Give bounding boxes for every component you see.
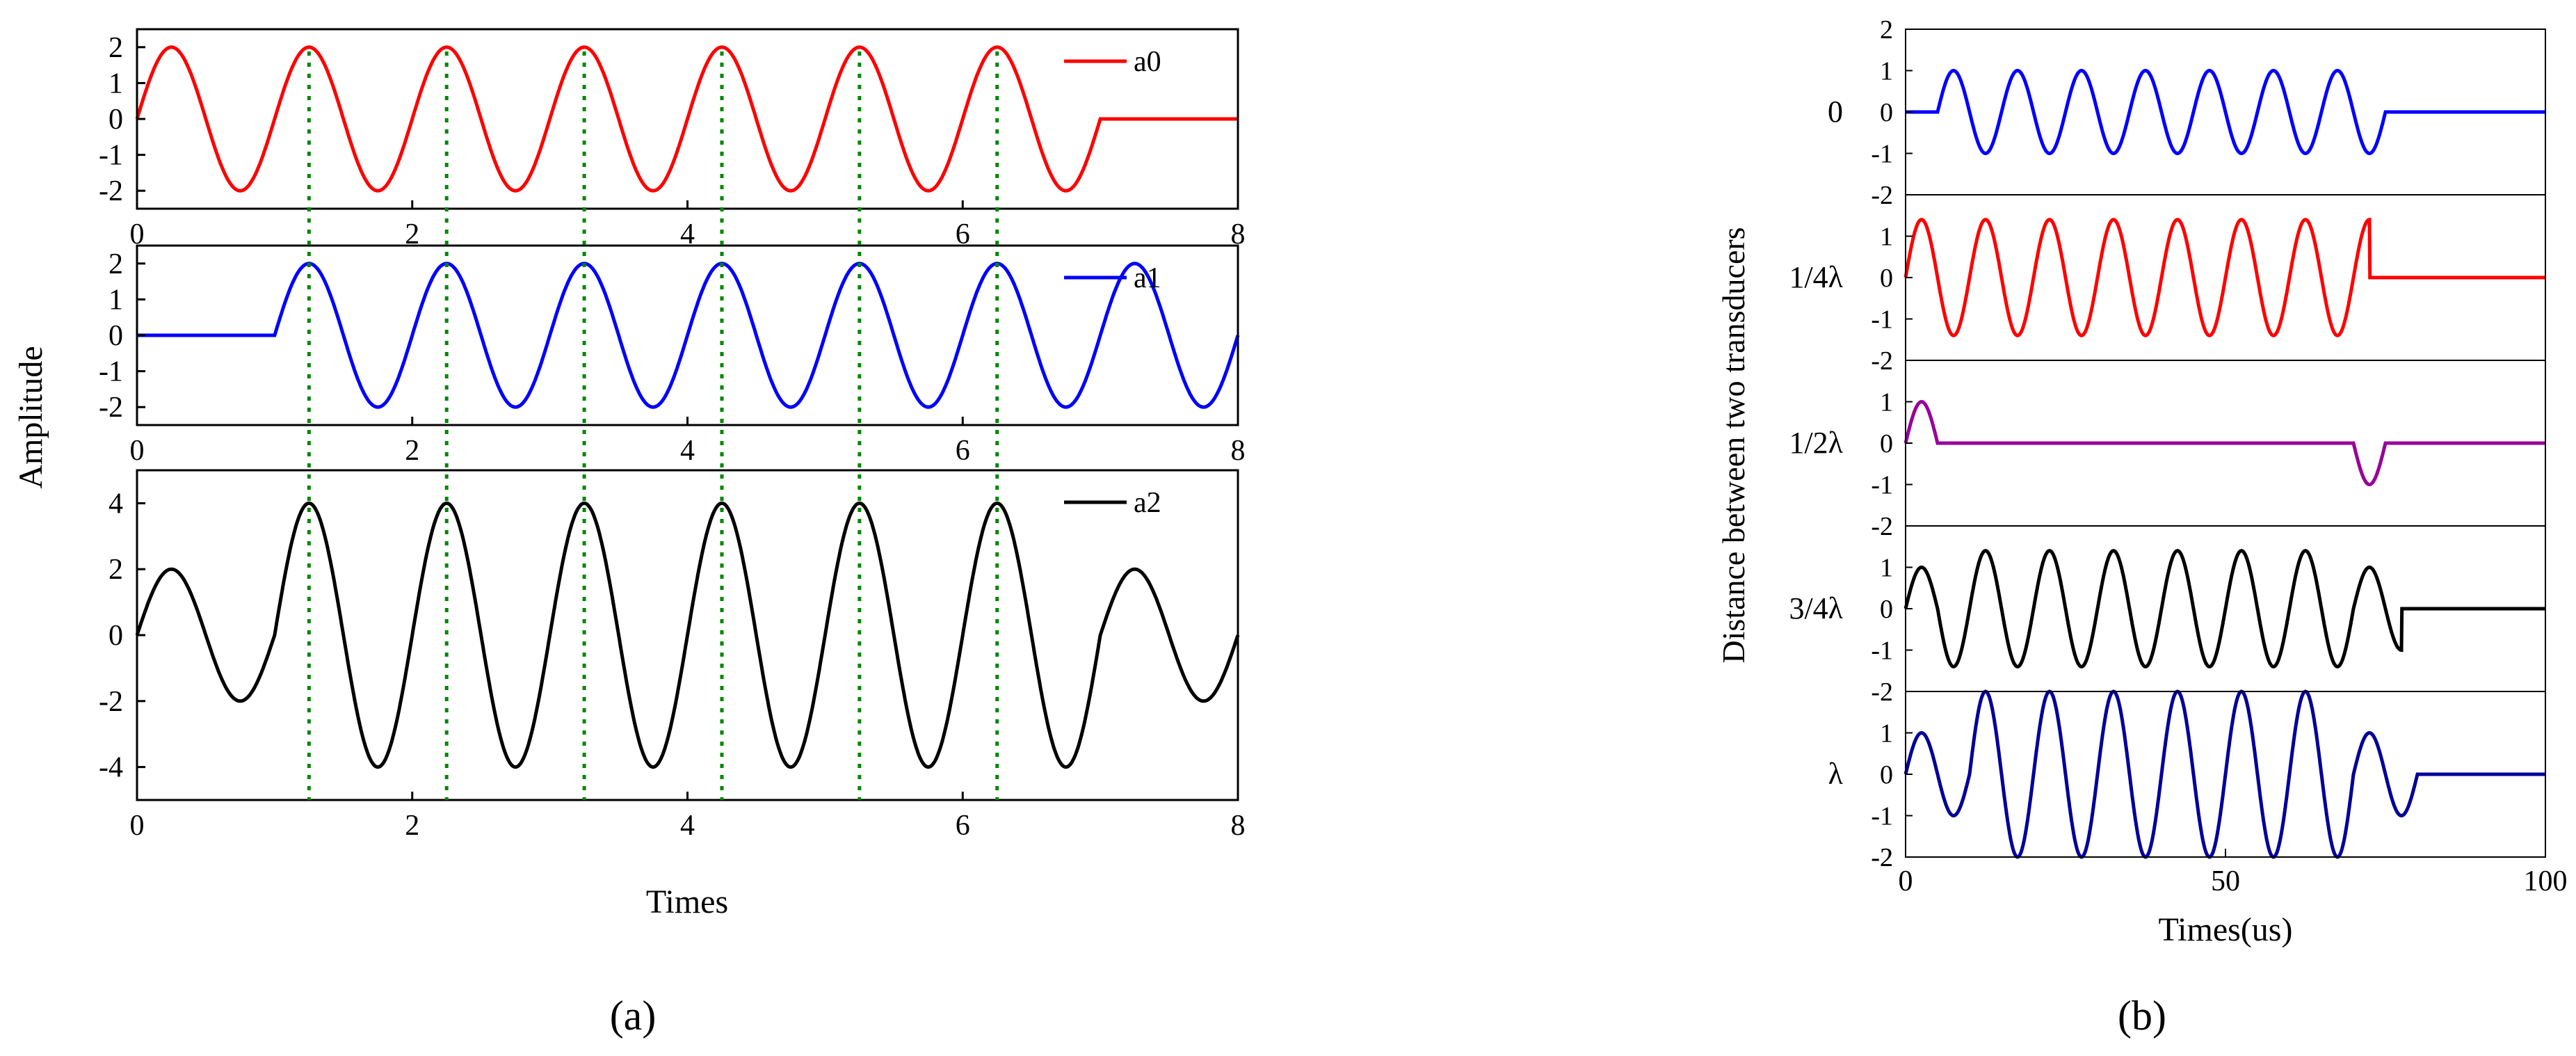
series-line-1 [1903, 217, 2545, 337]
series-line-3 [1903, 549, 2545, 669]
y-tick-label: -2 [99, 175, 123, 207]
series-line-a1 [137, 262, 1240, 409]
x-tick-label: 0 [130, 218, 145, 250]
panel-label: 0 [1828, 95, 1843, 129]
x-tick-label: 0 [130, 810, 145, 842]
y-tick-label: -2 [99, 686, 123, 718]
panel-b3: 1 0 -1 -2 3/4λ [1789, 525, 2546, 707]
y-tick-label: 1 [1880, 57, 1893, 86]
y-tick-label: -2 [1871, 843, 1893, 872]
legend-label: a2 [1134, 487, 1161, 519]
x-tick-label: 0 [1899, 865, 1913, 897]
x-tick-label: 8 [1231, 810, 1246, 842]
y-tick-label: 0 [1880, 98, 1893, 127]
panel-b4: -210-1-2λ [1828, 689, 2546, 872]
y-tick-label: 2 [108, 32, 123, 64]
y-tick-label: 4 [108, 488, 123, 520]
y-tick-label: -2 [1871, 678, 1893, 707]
legend-label: a0 [1134, 46, 1161, 78]
y-tick-label: -1 [1871, 637, 1893, 666]
panel-a2: 0 2 4 6 8 4 2 0 -2 -4 a2 [99, 469, 1246, 842]
y-tick-label: -1 [1871, 802, 1893, 831]
x-tick-label: 8 [1231, 218, 1246, 250]
x-tick-label: 4 [680, 435, 695, 467]
series-line-0 [1906, 68, 2545, 156]
y-tick-label: 0 [1880, 595, 1893, 624]
caption-b: (b) [2118, 993, 2166, 1039]
y-tick-label: -1 [1871, 471, 1893, 500]
x-tick-label: 6 [956, 218, 970, 250]
y-tick-label: -2 [1871, 512, 1893, 541]
x-tick-label: 2 [405, 218, 419, 250]
y-tick-label: -2 [1871, 346, 1893, 376]
panel-b0: 2 1 0 -1 -2 0 [1828, 15, 2546, 210]
x-tick-label: 4 [680, 218, 695, 250]
y-tick-label: 2 [108, 554, 123, 586]
y-tick-label: 0 [108, 320, 123, 352]
y-tick-label: -2 [1871, 181, 1893, 210]
panel-b1: 1 0 -1 -2 1/4λ [1789, 194, 2546, 376]
panel-label: 1/2λ [1789, 426, 1843, 460]
y-tick-label: 0 [1880, 429, 1893, 458]
x-tick-label: 6 [956, 810, 970, 842]
y-axis-label: Distance between two transducers [1716, 227, 1751, 663]
x-tick-label: 2 [405, 435, 419, 467]
y-axis-label: Amplitude [13, 346, 49, 488]
caption-a: (a) [610, 993, 657, 1039]
y-tick-label: -1 [1871, 140, 1893, 169]
y-tick-label: 2 [108, 248, 123, 280]
y-tick-label: -2 [1871, 843, 1893, 872]
y-tick-label: 1 [1880, 719, 1893, 749]
x-axis-label: Times [646, 883, 728, 920]
y-tick-label: -1 [99, 356, 123, 388]
series-line-2 [1903, 399, 2545, 487]
x-tick-label: 50 [2211, 865, 2240, 897]
y-tick-label: -1 [99, 140, 123, 172]
x-tick-label: 4 [680, 810, 695, 842]
y-tick-label: -1 [1871, 305, 1893, 335]
y-tick-label: 1 [1880, 223, 1893, 252]
x-tick-label: 2 [405, 810, 419, 842]
y-tick-label: 0 [108, 104, 123, 136]
panel-label: 3/4λ [1789, 591, 1843, 625]
panel-label: 1/4λ [1789, 260, 1843, 294]
x-tick-label: 100 [2524, 865, 2568, 897]
y-tick-label: 0 [1880, 264, 1893, 293]
panel-b2: 1 0 -1 -2 1/2λ [1789, 360, 2546, 541]
y-tick-label: -2 [99, 392, 123, 424]
y-tick-label: 1 [108, 67, 123, 99]
series-line-a0 [135, 45, 1238, 193]
panel-label: λ [1828, 757, 1844, 791]
x-tick-label: 0 [130, 435, 145, 467]
series-line-4 [1903, 689, 2545, 859]
chart-b: 210-1-2010-1-21/4λ10-1-21/2λ10-1-23/4λ-2… [1716, 15, 2568, 948]
y-tick-label: 2 [1880, 15, 1893, 45]
y-tick-label: 0 [108, 620, 123, 652]
panel-a1: 0 2 4 6 8 2 1 0 -1 -2 a1 [99, 244, 1246, 467]
y-tick-label: -4 [99, 752, 123, 784]
x-tick-label: 6 [956, 435, 970, 467]
series-line-a2 [135, 501, 1240, 769]
y-tick-label: 1 [1880, 388, 1893, 417]
legend-label: a1 [1134, 262, 1161, 294]
x-axis-label: Times(us) [2159, 911, 2293, 948]
y-tick-label: 1 [108, 284, 123, 316]
y-tick-label: 0 [1880, 760, 1893, 790]
y-tick-label: 1 [1880, 554, 1893, 583]
x-tick-label: 8 [1231, 435, 1246, 467]
